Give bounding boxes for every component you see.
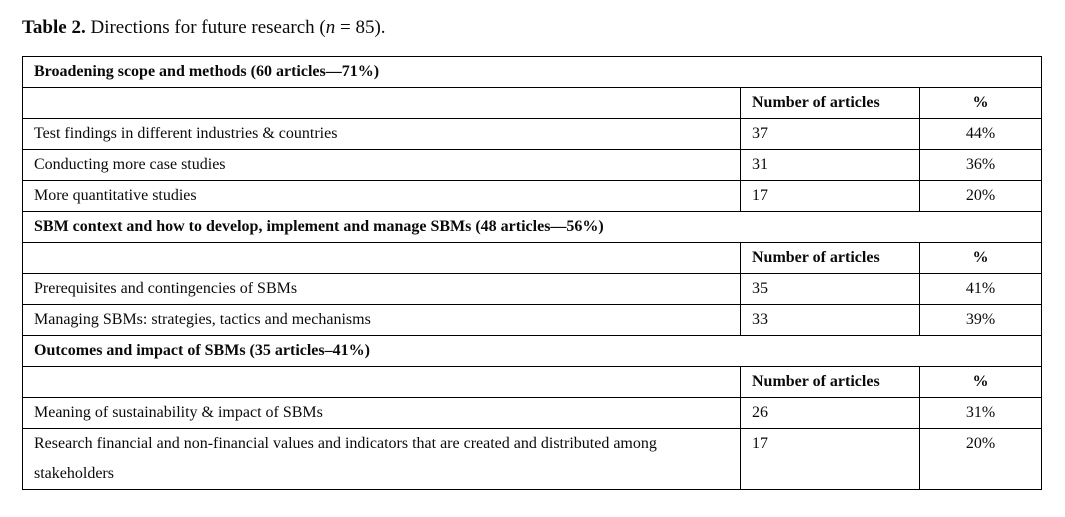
- table-row: Meaning of sustainability & impact of SB…: [22, 397, 1043, 429]
- row-percent: 31%: [918, 397, 1043, 429]
- row-articles: 26: [740, 397, 920, 429]
- column-header-empty: [22, 87, 741, 119]
- column-header-row: Number of articles %: [22, 87, 1043, 119]
- table-row: Research financial and non-financial val…: [22, 428, 1043, 490]
- row-percent: 39%: [918, 304, 1043, 336]
- column-header-empty: [22, 366, 741, 398]
- section-row: SBM context and how to develop, implemen…: [21, 211, 1043, 243]
- row-percent: 41%: [918, 273, 1043, 305]
- table-row: Managing SBMs: strategies, tactics and m…: [22, 304, 1043, 336]
- row-percent: 36%: [918, 149, 1043, 181]
- section-header: SBM context and how to develop, implemen…: [21, 211, 1043, 243]
- row-label: Test findings in different industries & …: [22, 118, 741, 150]
- column-header-empty: [22, 242, 741, 274]
- table-caption-number: Table 2.: [22, 17, 86, 38]
- table-caption-suffix: = 85).: [335, 17, 386, 38]
- row-label: Research financial and non-financial val…: [22, 428, 741, 490]
- table-row: Test findings in different industries & …: [22, 118, 1043, 150]
- column-header-row: Number of articles %: [22, 366, 1043, 398]
- row-label: Conducting more case studies: [22, 149, 741, 181]
- row-label: Managing SBMs: strategies, tactics and m…: [22, 304, 741, 336]
- table-caption-text: Directions for future research (: [85, 17, 326, 38]
- row-percent: 20%: [918, 180, 1043, 212]
- column-header-row: Number of articles %: [22, 242, 1043, 274]
- table-row: Conducting more case studies 31 36%: [22, 149, 1043, 181]
- column-header-percent: %: [918, 242, 1043, 274]
- row-label: More quantitative studies: [22, 180, 741, 212]
- row-percent: 20%: [918, 428, 1043, 490]
- row-label: Meaning of sustainability & impact of SB…: [22, 397, 741, 429]
- section-header: Outcomes and impact of SBMs (35 articles…: [21, 335, 1043, 367]
- section-header: Broadening scope and methods (60 article…: [21, 56, 1043, 88]
- section-row: Broadening scope and methods (60 article…: [21, 56, 1043, 88]
- table-caption: Table 2. Directions for future research …: [22, 15, 1065, 41]
- table-caption-n-variable: n: [325, 17, 336, 38]
- column-header-articles: Number of articles: [740, 87, 920, 119]
- row-articles: 17: [740, 180, 920, 212]
- table-row: More quantitative studies 17 20%: [22, 180, 1043, 212]
- row-label: Prerequisites and contingencies of SBMs: [22, 273, 741, 305]
- row-percent: 44%: [918, 118, 1043, 150]
- column-header-percent: %: [918, 366, 1043, 398]
- column-header-articles: Number of articles: [740, 366, 920, 398]
- column-header-articles: Number of articles: [740, 242, 920, 274]
- row-articles: 17: [740, 428, 920, 490]
- future-research-table: Broadening scope and methods (60 article…: [21, 56, 1043, 490]
- row-articles: 37: [740, 118, 920, 150]
- row-articles: 33: [740, 304, 920, 336]
- row-articles: 31: [740, 149, 920, 181]
- table-row: Prerequisites and contingencies of SBMs …: [22, 273, 1043, 305]
- column-header-percent: %: [918, 87, 1043, 119]
- row-articles: 35: [740, 273, 920, 305]
- section-row: Outcomes and impact of SBMs (35 articles…: [21, 335, 1043, 367]
